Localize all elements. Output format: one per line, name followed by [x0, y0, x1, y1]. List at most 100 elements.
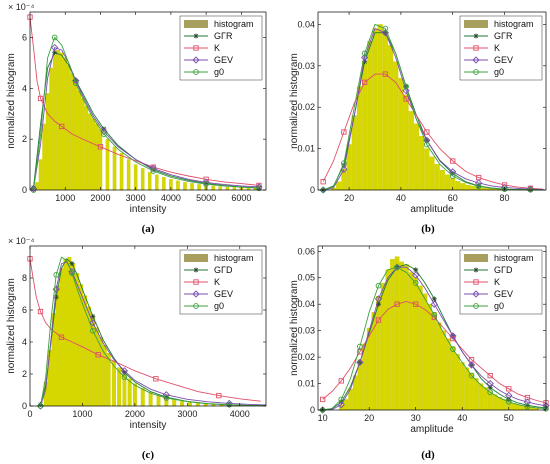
series-marker	[356, 358, 364, 367]
x-axis-label: intensity	[130, 204, 167, 215]
histogram-bar	[403, 94, 409, 191]
histogram-bar	[377, 24, 383, 191]
legend-label: GEV	[214, 289, 233, 299]
histogram-bar	[445, 174, 451, 191]
x-tick-label: 4000	[230, 409, 250, 419]
series-K	[27, 256, 261, 402]
legend-label: K	[214, 277, 220, 287]
histogram-bar	[95, 123, 99, 191]
series-marker	[69, 261, 75, 267]
series-marker	[225, 399, 233, 408]
series-marker	[487, 372, 493, 379]
histogram-bar	[126, 159, 131, 191]
series-marker	[360, 53, 369, 62]
x-tick-label: 60	[448, 193, 458, 203]
histogram-bar	[83, 295, 88, 407]
histogram-bar	[197, 184, 201, 191]
y-tick-label: 0	[22, 185, 27, 195]
histogram-bar	[232, 187, 237, 191]
x-tick-label: 40	[457, 413, 467, 423]
histogram-bar	[404, 264, 409, 411]
series-marker	[357, 343, 363, 350]
x-tick-label: 30	[411, 413, 421, 423]
x-tick-label: 6000	[231, 193, 251, 203]
legend-swatch-marker	[193, 279, 199, 285]
histogram-bar	[162, 177, 166, 191]
x-axis-label: amplitude	[410, 424, 454, 435]
series-marker	[337, 401, 345, 409]
series-marker	[430, 300, 438, 308]
series-marker	[58, 334, 65, 340]
legend-label: K	[214, 43, 220, 53]
x-tick-label: 50	[504, 413, 514, 423]
series-marker	[338, 396, 345, 403]
legend: histogram GΓR K GEV g0	[179, 15, 263, 81]
x-tick-label: 20	[364, 413, 374, 423]
y-tick-label: 0.02	[297, 102, 315, 112]
panel-caption: (c)	[142, 449, 155, 461]
histogram-bar	[105, 138, 110, 191]
legend-swatch-marker	[473, 303, 479, 309]
legend-label: histogram	[214, 19, 254, 29]
legend-label: g0	[494, 301, 504, 311]
series-marker	[90, 313, 96, 319]
series-marker	[449, 168, 457, 176]
histogram-bar	[195, 403, 200, 407]
legend-swatch-marker	[193, 69, 199, 75]
histogram-bar	[187, 402, 192, 407]
histogram-bar	[98, 337, 103, 407]
series-marker	[450, 158, 456, 164]
histogram-bar	[450, 346, 456, 411]
legend-swatch-marker	[193, 45, 199, 51]
panel-caption: (b)	[421, 223, 435, 235]
histogram-bar	[455, 354, 460, 411]
histogram-bar	[59, 52, 64, 191]
histogram-bar	[459, 362, 465, 411]
histogram-bar	[478, 383, 484, 411]
legend: histogram GΓR K GEV g0	[459, 15, 543, 81]
histogram-bar	[497, 397, 502, 411]
series-marker	[149, 164, 157, 173]
histogram-bar	[398, 78, 404, 191]
series-line	[322, 266, 547, 411]
histogram-bar	[445, 338, 451, 411]
series-marker	[403, 96, 409, 102]
series-marker	[424, 129, 430, 135]
histogram-bar	[102, 345, 107, 407]
y-tick-label: 6	[22, 32, 27, 42]
y-tick-label: 0	[310, 185, 315, 195]
histogram-bar	[127, 378, 132, 407]
histogram-bar	[473, 378, 479, 411]
series-marker	[412, 271, 420, 279]
series-marker	[203, 180, 209, 186]
y-axis-label: normalized histogram	[6, 53, 17, 149]
series-marker	[95, 352, 101, 358]
histogram-bar	[408, 272, 414, 411]
histogram-bar	[183, 182, 187, 191]
panel-b: 20 40 60 80 0 0.01 0.02 0.03 0.04 amplitude normal…	[289, 11, 547, 235]
legend-label: GEV	[214, 55, 233, 65]
legend-swatch-marker	[472, 56, 480, 64]
histogram-bar	[460, 183, 466, 191]
legend-swatch-marker	[193, 303, 199, 309]
series-marker	[524, 403, 531, 410]
y-tick-label: 0.03	[297, 326, 315, 336]
histogram-bar	[71, 263, 76, 407]
series-marker	[120, 367, 129, 375]
legend-label: GEV	[494, 289, 513, 299]
series-marker	[500, 183, 509, 192]
histogram-bar	[399, 261, 405, 411]
series-marker	[475, 183, 482, 190]
y-tick-label: 6	[22, 305, 27, 315]
histogram-bar	[140, 388, 145, 407]
histogram-bar	[380, 282, 386, 411]
histogram-bar	[98, 128, 103, 191]
legend-label: g0	[214, 301, 224, 311]
y-tick-label: 0.06	[297, 246, 315, 256]
histogram-bar	[81, 98, 85, 191]
histogram-bar	[70, 72, 75, 191]
x-tick-label: 0	[27, 409, 32, 419]
series-marker	[431, 311, 438, 318]
histogram-bar	[336, 181, 342, 191]
series-marker	[449, 332, 457, 340]
